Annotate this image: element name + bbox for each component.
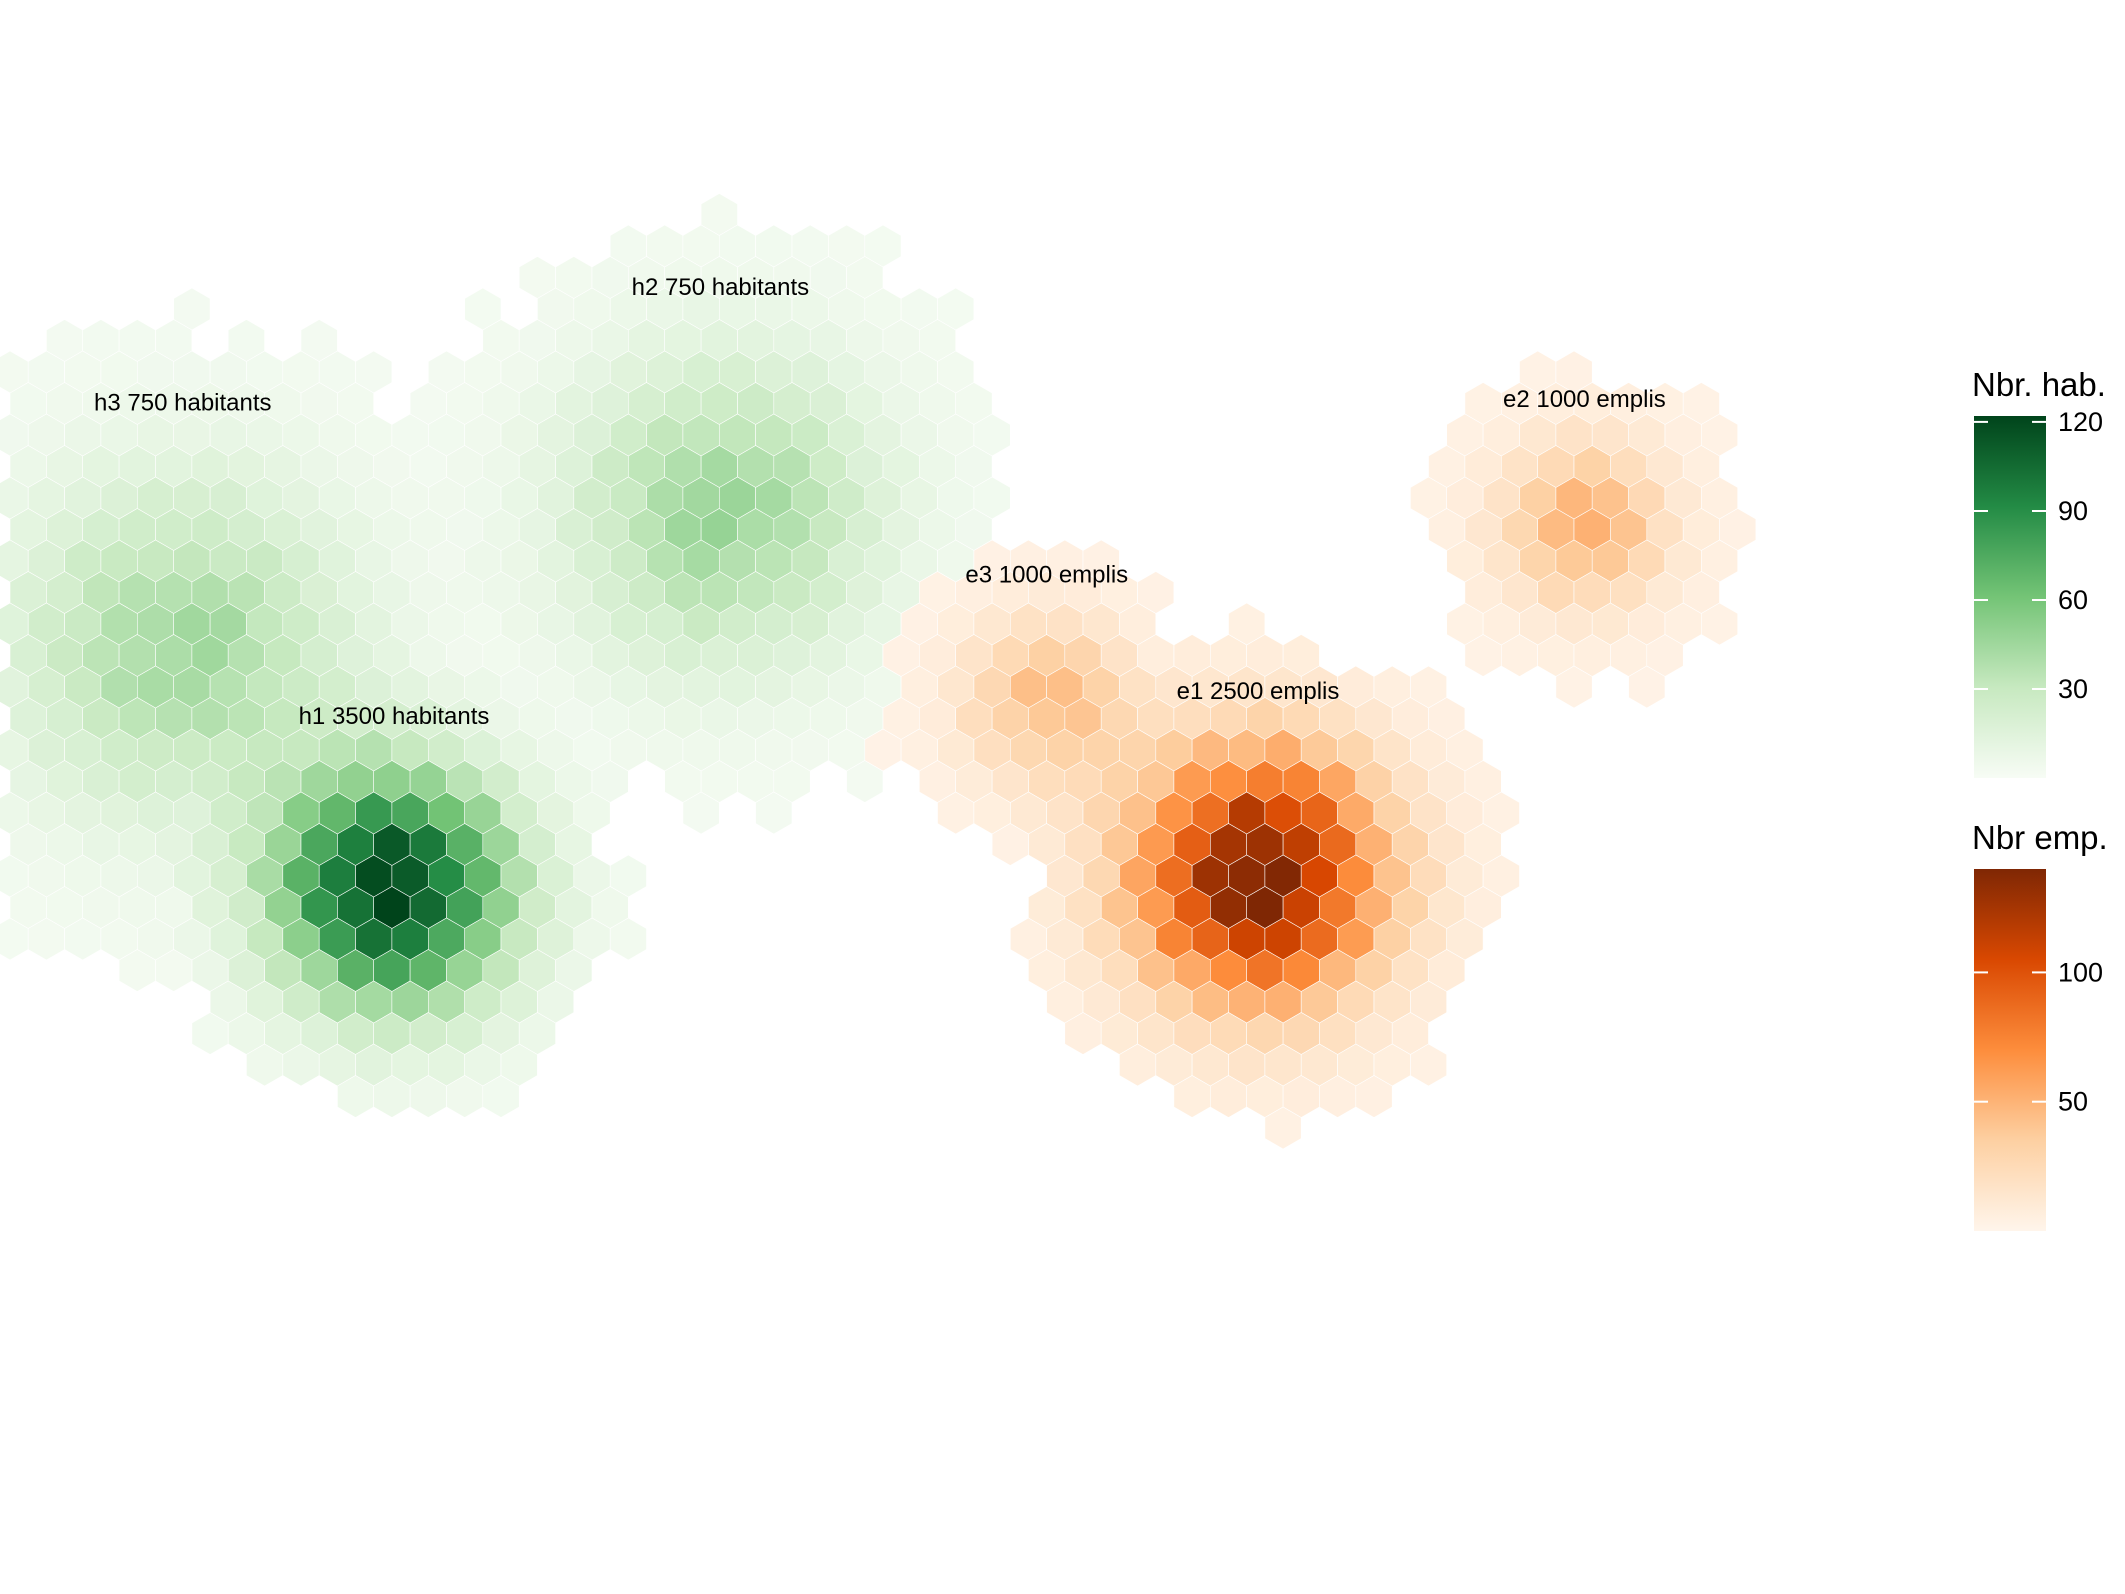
legend-tick-label: 60	[2058, 585, 2088, 615]
emplois-hex-cell	[1410, 1043, 1447, 1087]
cluster-label: e3 1000 emplis	[965, 561, 1128, 588]
legend-tick-label: 100	[2058, 957, 2103, 987]
legend-tick-label: 30	[2058, 674, 2088, 704]
emplois-hex-cell	[1137, 634, 1175, 677]
legend-ticks-habitants: 30 60 90 120	[1974, 407, 2103, 704]
habitants-hex-cell	[682, 791, 720, 835]
habitants-hex-cell	[155, 949, 193, 992]
cluster-label: h1 3500 habitants	[299, 703, 490, 730]
legend-habitants: Nbr. hab. 30 60 90 120	[1972, 366, 2106, 778]
legend-tick-label: 120	[2058, 407, 2103, 437]
habitants-hex-cell	[246, 665, 284, 709]
emplois-hex-cell	[1264, 1106, 1302, 1150]
emplois-hex-cell	[1355, 1075, 1393, 1118]
legend-ticks-emplois: 50 100	[1974, 957, 2103, 1117]
habitants-hex-cell	[209, 728, 247, 772]
emplois-hex-cell	[1701, 602, 1738, 646]
cluster-label: h3 750 habitants	[94, 389, 271, 416]
habitants-hex-cell	[155, 886, 193, 929]
legend-tick-label: 90	[2058, 496, 2088, 526]
cluster-label: e2 1000 emplis	[1503, 386, 1666, 413]
habitants-hexbin-layer	[0, 193, 1011, 1118]
emplois-hex-cell	[1628, 665, 1666, 709]
emplois-hexbin-layer	[864, 350, 1757, 1150]
habitants-hex-cell	[337, 634, 375, 677]
legend-emplois: Nbr emp. 50 100	[1972, 819, 2108, 1231]
habitants-hex-cell	[755, 791, 793, 835]
emplois-hex-cell	[1555, 665, 1593, 709]
emplois-hex-cell	[1046, 728, 1084, 772]
legend-title-habitants: Nbr. hab.	[1972, 366, 2106, 403]
legend-title-emplois: Nbr emp.	[1972, 819, 2108, 856]
habitants-hex-cell	[482, 1075, 520, 1118]
habitants-hex-cell	[446, 634, 484, 677]
colorbar-habitants	[1974, 416, 2046, 778]
cluster-labels: h1 3500 habitants h2 750 habitants h3 750 …	[94, 274, 1666, 730]
colorbar-emplois	[1974, 869, 2046, 1231]
cluster-label: h2 750 habitants	[632, 274, 809, 301]
habitants-hex-cell	[609, 917, 647, 961]
cluster-label: e1 2500 emplis	[1177, 678, 1340, 705]
emplois-hex-cell	[991, 823, 1029, 866]
legend-tick-label: 50	[2058, 1087, 2088, 1117]
